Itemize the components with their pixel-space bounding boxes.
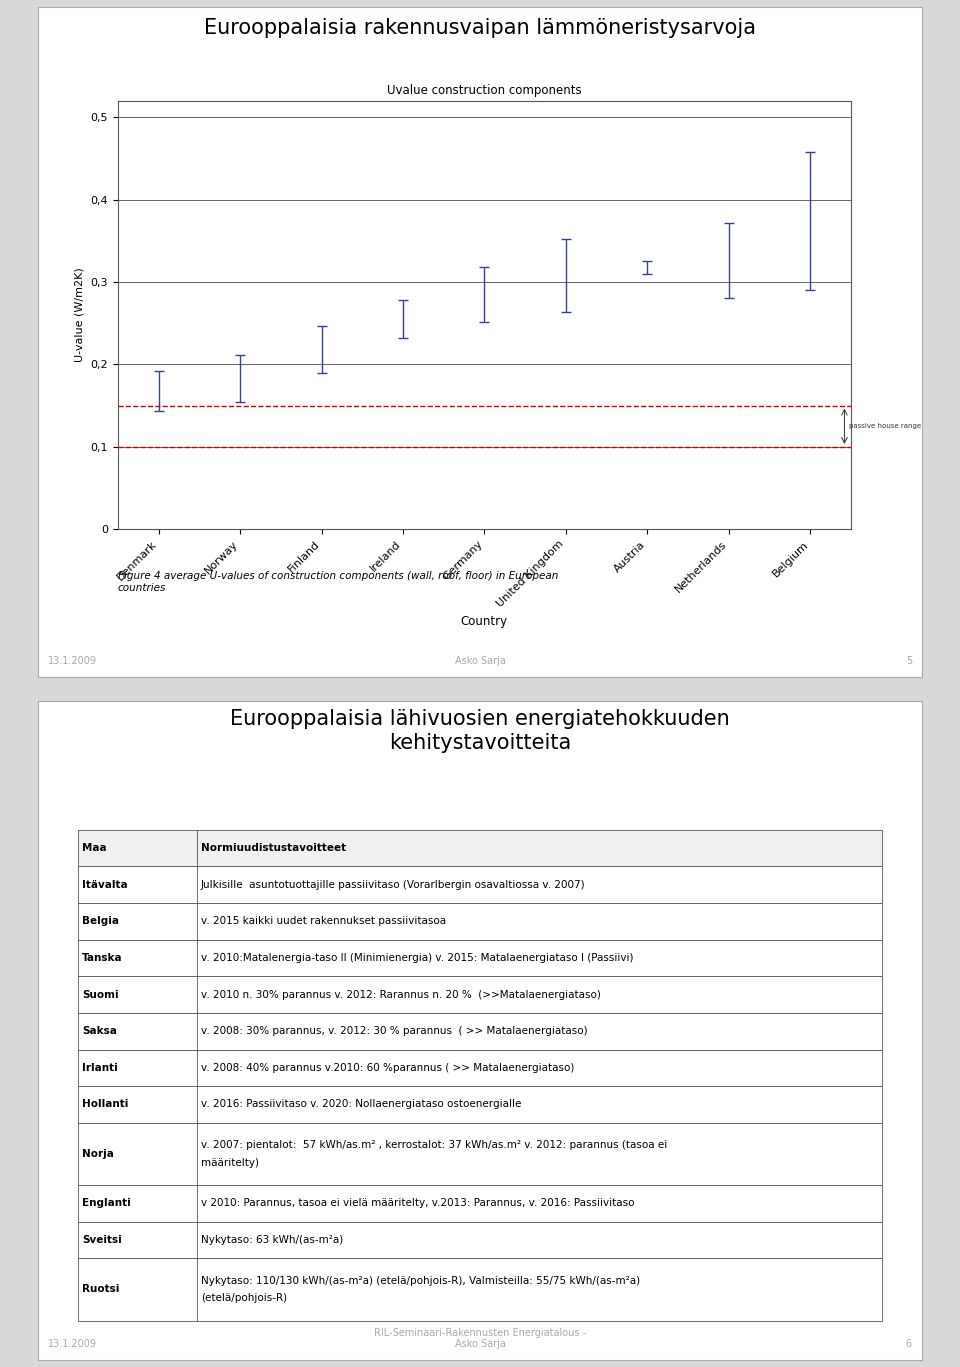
Text: 13.1.2009: 13.1.2009	[48, 1340, 97, 1349]
Text: Nykytaso: 63 kWh/(as-m²a): Nykytaso: 63 kWh/(as-m²a)	[201, 1234, 343, 1245]
Text: Maa: Maa	[82, 843, 107, 853]
Text: v. 2010 n. 30% parannus v. 2012: Rarannus n. 20 %  (>>Matalaenergiataso): v. 2010 n. 30% parannus v. 2012: Rarannu…	[201, 990, 601, 999]
Text: v. 2016: Passiivitaso v. 2020: Nollaenergiataso ostoenergialle: v. 2016: Passiivitaso v. 2020: Nollaener…	[201, 1099, 521, 1110]
Text: Irlanti: Irlanti	[82, 1064, 118, 1073]
Y-axis label: U-value (W/m2K): U-value (W/m2K)	[75, 268, 85, 362]
Text: Suomi: Suomi	[82, 990, 119, 999]
Text: (etelä/pohjois-R): (etelä/pohjois-R)	[201, 1293, 287, 1303]
Text: Eurooppalaisia rakennusvaipan lämmöneristysarvoja: Eurooppalaisia rakennusvaipan lämmöneris…	[204, 18, 756, 38]
Text: Saksa: Saksa	[82, 1027, 117, 1036]
Text: Englanti: Englanti	[82, 1199, 131, 1208]
Text: v 2010: Parannus, tasoa ei vielä määritelty, v.2013: Parannus, v. 2016: Passiivi: v 2010: Parannus, tasoa ei vielä määrite…	[201, 1199, 635, 1208]
Text: Sveitsi: Sveitsi	[82, 1234, 122, 1245]
Title: Uvalue construction components: Uvalue construction components	[387, 83, 582, 97]
Text: Hollanti: Hollanti	[82, 1099, 129, 1110]
Text: Asko Sarja: Asko Sarja	[455, 656, 505, 666]
Text: v. 2008: 40% parannus v.2010: 60 %parannus ( >> Matalaenergiataso): v. 2008: 40% parannus v.2010: 60 %parann…	[201, 1064, 574, 1073]
Text: v. 2008: 30% parannus, v. 2012: 30 % parannus  ( >> Matalaenergiataso): v. 2008: 30% parannus, v. 2012: 30 % par…	[201, 1027, 588, 1036]
Text: passive house range: passive house range	[850, 424, 922, 429]
X-axis label: Country: Country	[461, 615, 508, 627]
Text: Tanska: Tanska	[82, 953, 123, 962]
Text: Itävalta: Itävalta	[82, 880, 128, 890]
Text: Belgia: Belgia	[82, 916, 119, 927]
Text: Norja: Norja	[82, 1148, 114, 1159]
Text: RIL-Seminaari-Rakennusten Energiatalous -
Asko Sarja: RIL-Seminaari-Rakennusten Energiatalous …	[374, 1327, 586, 1349]
Text: v. 2007: pientalot:  57 kWh/as.m² , kerrostalot: 37 kWh/as.m² v. 2012: parannus : v. 2007: pientalot: 57 kWh/as.m² , kerro…	[201, 1140, 667, 1150]
Text: Figure 4 average U-values of construction components (wall, roof, floor) in Euro: Figure 4 average U-values of constructio…	[118, 571, 559, 593]
Text: v. 2010:Matalenergia-taso II (Minimienergia) v. 2015: Matalaenergiataso I (Passi: v. 2010:Matalenergia-taso II (Minimiener…	[201, 953, 634, 962]
Text: Ruotsi: Ruotsi	[82, 1285, 119, 1295]
Text: Eurooppalaisia lähivuosien energiatehokkuuden
kehitystavoitteita: Eurooppalaisia lähivuosien energiatehokk…	[230, 709, 730, 753]
Text: määritelty): määritelty)	[201, 1158, 259, 1167]
Text: 6: 6	[906, 1340, 912, 1349]
Text: Julkisille  asuntotuottajille passiivitaso (Vorarlbergin osavaltiossa v. 2007): Julkisille asuntotuottajille passiivitas…	[201, 880, 586, 890]
Text: Normiuudistustavoitteet: Normiuudistustavoitteet	[201, 843, 346, 853]
Text: 13.1.2009: 13.1.2009	[48, 656, 97, 666]
Text: Nykytaso: 110/130 kWh/(as-m²a) (etelä/pohjois-R), Valmisteilla: 55/75 kWh/(as-m²: Nykytaso: 110/130 kWh/(as-m²a) (etelä/po…	[201, 1275, 640, 1286]
Text: v. 2015 kaikki uudet rakennukset passiivitasoa: v. 2015 kaikki uudet rakennukset passiiv…	[201, 916, 446, 927]
Text: 5: 5	[905, 656, 912, 666]
